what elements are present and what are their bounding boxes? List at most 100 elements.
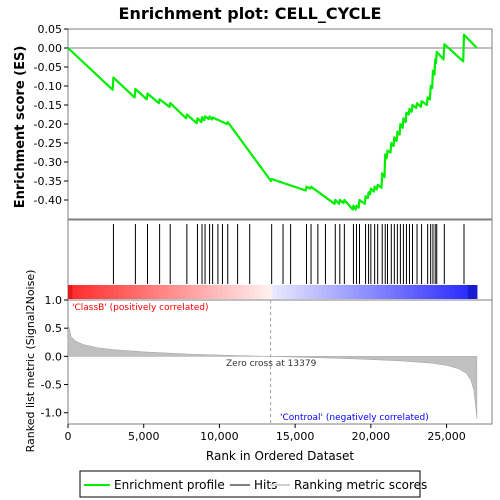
x-tick-label: 20,000: [352, 430, 391, 443]
hit-marks: [112, 224, 465, 284]
ranking-color-segment: [313, 285, 319, 299]
ranking-color-segment: [440, 285, 446, 299]
x-tick-label: 10,000: [200, 430, 239, 443]
legend: Enrichment profile Hits Ranking metric s…: [79, 470, 427, 498]
es-y-tick-label: -0.10: [34, 80, 62, 93]
ranking-color-segment: [127, 285, 133, 299]
x-tick-label: 0: [65, 430, 72, 443]
ranking-color-segment: [413, 285, 419, 299]
ranking-color-segment: [445, 285, 451, 299]
ranking-color-segment: [454, 285, 460, 299]
ranking-color-segment: [308, 285, 314, 299]
es-y-tick-label: 0.05: [38, 23, 63, 36]
ranking-color-segment: [290, 285, 296, 299]
ranking-color-segment: [390, 285, 396, 299]
ranking-color-segment: [358, 285, 364, 299]
ranking-color-segment: [322, 285, 328, 299]
ranking-color-segment: [331, 285, 337, 299]
ranking-color-segment: [263, 285, 269, 299]
es-y-tick-label: -0.30: [34, 156, 62, 169]
ranking-color-segment: [236, 285, 242, 299]
ranking-color-segment: [199, 285, 205, 299]
legend-label-hits: Hits: [254, 478, 277, 492]
ranking-color-segment: [90, 285, 96, 299]
ranking-color-segment: [240, 285, 246, 299]
ranking-color-segment: [181, 285, 187, 299]
ranking-color-segment: [154, 285, 160, 299]
ranked-y-tick-label: 1.0: [45, 294, 63, 307]
ranking-color-segment: [104, 285, 110, 299]
ranking-color-segment: [140, 285, 146, 299]
ranking-color-segment: [258, 285, 264, 299]
chart-title: Enrichment plot: CELL_CYCLE: [119, 4, 382, 23]
ranking-color-segment: [426, 285, 433, 299]
ranking-color-segment: [254, 285, 260, 299]
ranked-y-axis-title: Ranked list metric (Signal2Noise): [24, 270, 37, 453]
es-y-tick-label: -0.20: [34, 118, 62, 131]
es-y-tick-label: -0.25: [34, 137, 62, 150]
ranking-color-segment: [177, 285, 183, 299]
ranking-color-segment: [108, 285, 115, 299]
ranking-color-segment: [172, 285, 178, 299]
es-series: [67, 33, 478, 211]
es-panel: [67, 28, 493, 220]
x-tick-label: 25,000: [427, 430, 466, 443]
ranking-color-segment: [136, 285, 142, 299]
ranking-color-segment: [222, 285, 228, 299]
ranking-color-segment: [113, 285, 119, 299]
ranking-color-segment: [431, 285, 437, 299]
ranking-color-segment: [449, 285, 455, 299]
ranking-color-segment: [231, 285, 237, 299]
legend-label-ranking-metric: Ranking metric scores: [294, 478, 427, 492]
ranking-color-segment: [435, 285, 442, 299]
es-y-tick-label: -0.05: [34, 61, 62, 74]
es-y-tick-label: -0.35: [34, 175, 62, 188]
x-axis-title: Rank in Ordered Dataset: [206, 449, 354, 463]
ranking-color-segment: [158, 285, 164, 299]
ranked-y-tick-label: 0.5: [45, 322, 63, 335]
ranking-color-segment: [336, 285, 342, 299]
ranking-color-segment: [163, 285, 169, 299]
negative-correlation-label: 'Controal' (negatively correlated): [280, 413, 429, 423]
ranking-color-segment: [99, 285, 105, 299]
ranking-color-segment: [190, 285, 196, 299]
ranking-color-segment: [131, 285, 137, 299]
ranking-color-segment: [399, 285, 405, 299]
ranking-color-segment: [167, 285, 174, 299]
ranking-color-segment: [276, 285, 283, 299]
ranking-color-segment: [354, 285, 360, 299]
ranking-color-segment: [422, 285, 428, 299]
ranking-color-segment: [317, 285, 323, 299]
ranking-color-segment: [472, 285, 478, 299]
x-ticks: 0 5,000 10,000 15,000 20,000 25,000: [65, 424, 466, 443]
ranking-color-segment: [417, 285, 423, 299]
ranking-color-segment: [367, 285, 373, 299]
legend-label-enrichment-profile: Enrichment profile: [114, 478, 225, 492]
ranking-color-segment: [463, 285, 469, 299]
ranking-color-segment: [395, 285, 401, 299]
ranking-color-segment: [267, 285, 274, 299]
positive-correlation-label: 'ClassB' (positively correlated): [72, 303, 209, 313]
ranking-color-segment: [186, 285, 192, 299]
ranking-color-segment: [467, 285, 473, 299]
ranking-metric-area: [67, 322, 478, 419]
ranked-y-ticks: 1.0 0.5 0.0 -0.5 -1.0: [41, 294, 68, 420]
ranking-color-segment: [272, 285, 278, 299]
ranking-color-segment: [404, 285, 410, 299]
es-y-tick-label: -0.40: [34, 194, 62, 207]
x-tick-label: 5,000: [128, 430, 160, 443]
ranked-metric-area: [67, 300, 478, 424]
ranking-color-segment: [349, 285, 355, 299]
ranking-color-segment: [227, 285, 233, 299]
ranking-color-segment: [213, 285, 219, 299]
ranking-color-segment: [340, 285, 346, 299]
x-tick-label: 15,000: [276, 430, 315, 443]
ranking-color-segment: [281, 285, 287, 299]
es-y-ticks: 0.05 0.00 -0.05 -0.10 -0.15 -0.20 -0.25 -0.30 -0…: [34, 23, 68, 207]
ranking-color-segment: [458, 285, 464, 299]
ranking-color-segment: [145, 285, 151, 299]
es-y-axis-title: Enrichment score (ES): [13, 46, 28, 209]
ranking-color-segment: [295, 285, 301, 299]
ranking-color-segment: [77, 285, 83, 299]
